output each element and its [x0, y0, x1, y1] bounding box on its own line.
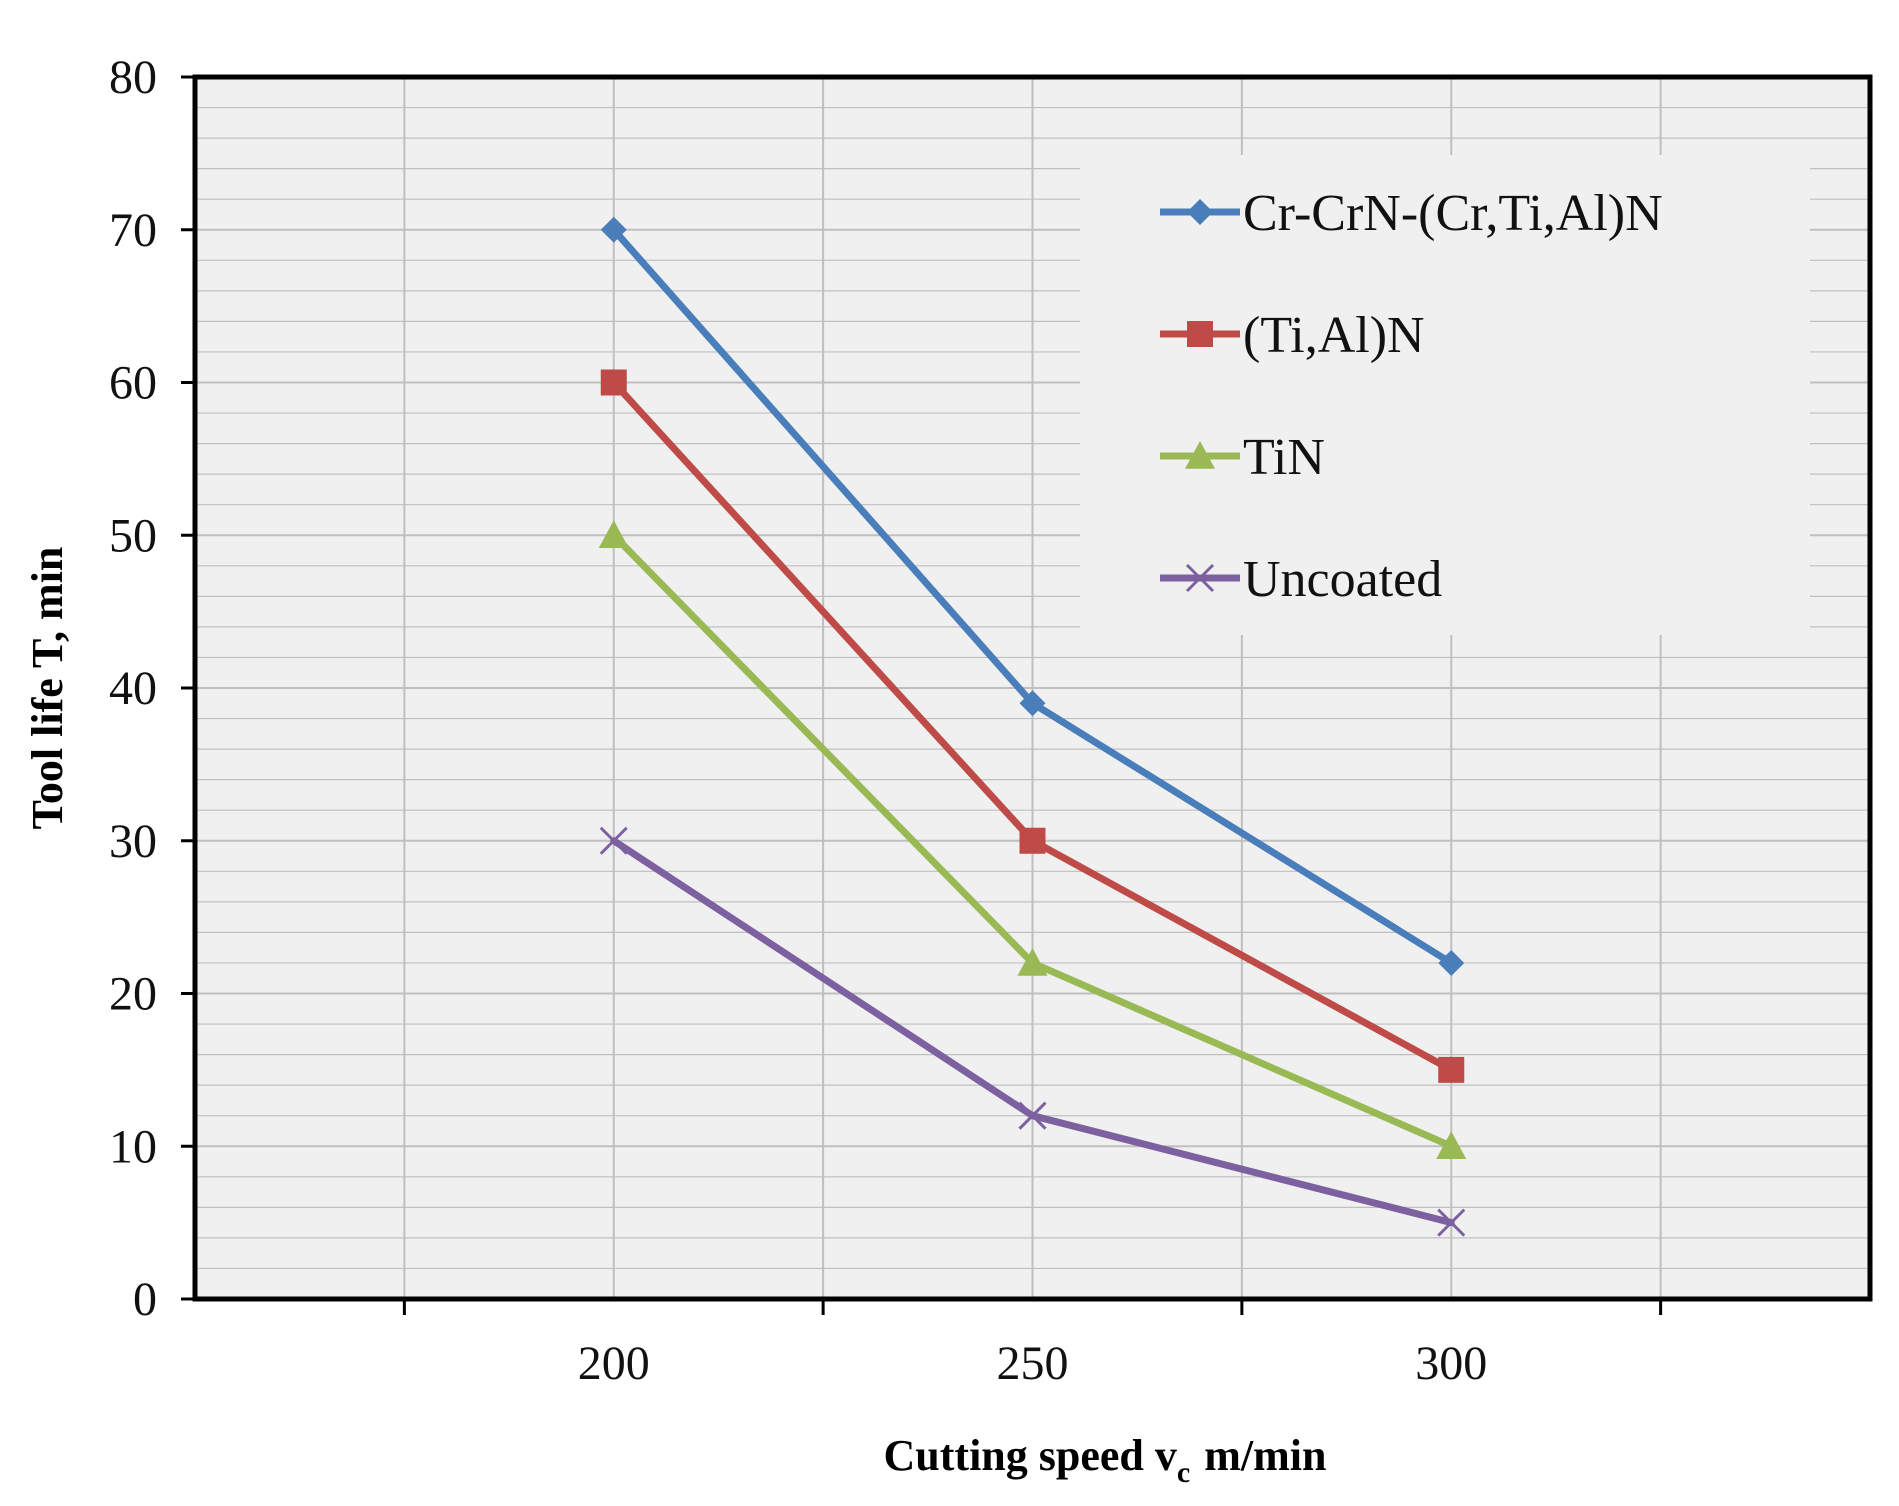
legend-label: TiN: [1243, 429, 1325, 486]
square-marker: [1187, 321, 1213, 347]
x-marker: [1437, 1208, 1466, 1237]
y-tick-label: 40: [109, 662, 157, 715]
x-tick-label: 300: [1415, 1337, 1487, 1390]
triangle-marker: [1436, 1131, 1467, 1159]
legend-entry: (Ti,Al)N: [1160, 307, 1425, 364]
square-marker: [1438, 1056, 1465, 1083]
axis-ticks: 0 10 20 30 40 50 60 70 80 200 250 300: [109, 51, 1663, 1390]
y-tick-label: 60: [109, 357, 157, 410]
y-tick-label: 70: [109, 204, 157, 257]
y-tick-label: 10: [109, 1120, 157, 1173]
legend-label: Cr-CrN-(Cr,Ti,Al)N: [1243, 185, 1663, 242]
legend-label: (Ti,Al)N: [1243, 307, 1425, 364]
series-Cr-CrN-(Cr,Ti,Al)N: [600, 216, 1465, 976]
triangle-marker: [1017, 947, 1048, 976]
y-tick-label: 50: [109, 509, 157, 562]
y-axis-title: Tool life T, min: [23, 547, 72, 830]
y-tick-label: 80: [109, 51, 157, 104]
series-Uncoated: [599, 826, 1466, 1237]
diamond-marker: [1438, 949, 1465, 976]
x-axis-title-unit: m/min: [1204, 1431, 1326, 1480]
y-tick-label: 30: [109, 815, 157, 868]
legend: Cr-CrN-(Cr,Ti,Al)N (Ti,Al)N TiN Uncoated: [1160, 185, 1663, 608]
series-TiN: [598, 520, 1467, 1159]
x-axis-title-subscript: c: [1177, 1456, 1190, 1489]
series-(Ti,Al)N: [600, 369, 1465, 1083]
x-axis-title-main: Cutting speed v: [884, 1431, 1177, 1480]
triangle-marker: [1185, 441, 1215, 469]
legend-label: Uncoated: [1243, 551, 1442, 608]
x-tick-label: 250: [997, 1337, 1069, 1390]
square-marker: [600, 369, 627, 396]
legend-entry: Uncoated: [1160, 551, 1442, 608]
legend-entry: TiN: [1160, 429, 1325, 486]
triangle-marker: [598, 520, 629, 548]
x-axis-title: Cutting speed vc m/min: [884, 1431, 1327, 1489]
diamond-marker: [1187, 199, 1213, 225]
legend-entry: Cr-CrN-(Cr,Ti,Al)N: [1160, 185, 1663, 242]
square-marker: [1019, 827, 1046, 854]
series-layer: [598, 216, 1467, 1237]
x-marker: [1018, 1101, 1047, 1130]
x-marker: [1185, 563, 1215, 593]
y-tick-label: 20: [109, 968, 157, 1021]
diamond-marker: [1019, 690, 1046, 717]
x-marker: [599, 826, 628, 855]
x-tick-label: 200: [578, 1337, 650, 1390]
y-tick-label: 0: [133, 1273, 157, 1326]
legend-box: [1080, 155, 1810, 635]
diamond-marker: [600, 216, 627, 243]
